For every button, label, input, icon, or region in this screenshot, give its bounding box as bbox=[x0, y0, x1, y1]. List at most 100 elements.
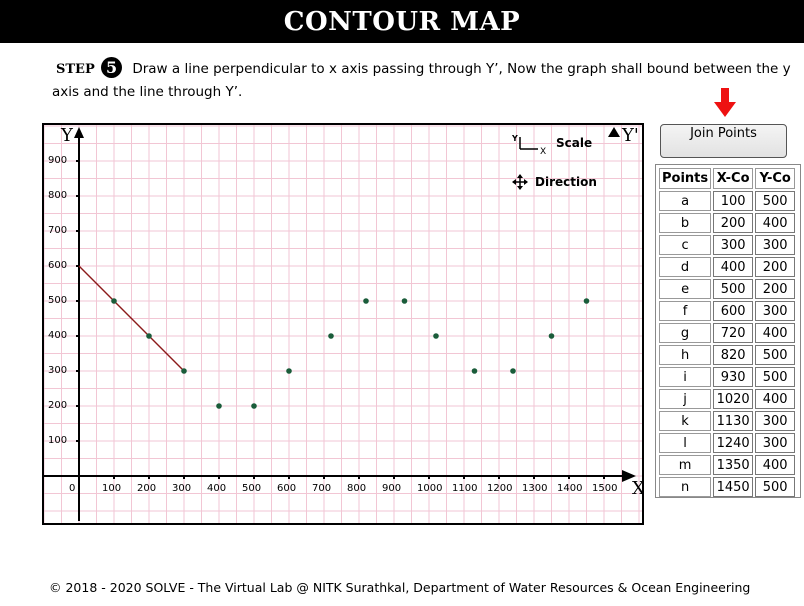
y-axis-label: Y bbox=[60, 125, 74, 146]
y-axis-arrow bbox=[74, 127, 84, 138]
y-coordinate-cell: 400 bbox=[755, 389, 796, 409]
scale-icon-x: X bbox=[540, 147, 546, 157]
y-prime-arrow bbox=[608, 127, 620, 137]
x-tick-label: 400 bbox=[207, 483, 226, 494]
data-point[interactable] bbox=[363, 298, 369, 304]
y-tick-label: 800 bbox=[48, 190, 67, 201]
x-coordinate-cell: 200 bbox=[713, 213, 754, 233]
table-row: h 820 500 bbox=[659, 345, 796, 365]
step-instruction: STEP 5 Draw a line perpendicular to x ax… bbox=[52, 56, 792, 103]
direction-icon bbox=[524, 179, 528, 185]
y-tick-label: 100 bbox=[48, 435, 67, 446]
y-coordinate-cell: 500 bbox=[755, 345, 796, 365]
table-row: d 400 200 bbox=[659, 257, 796, 277]
point-name-cell: a bbox=[659, 191, 712, 211]
x-tick-label: 600 bbox=[277, 483, 296, 494]
y-coordinate-cell: 500 bbox=[755, 367, 796, 387]
x-coordinate-cell: 820 bbox=[713, 345, 754, 365]
contour-graph[interactable]: Y Y' X 100 200 300 400 500 600 700 800 900 0 100 200 30… bbox=[44, 125, 642, 523]
x-coordinate-cell: 600 bbox=[713, 301, 754, 321]
join-points-button[interactable]: Join Points bbox=[660, 124, 787, 158]
y-coordinate-cell: 300 bbox=[755, 301, 796, 321]
direction-icon bbox=[517, 174, 523, 178]
y-coordinate-cell: 300 bbox=[755, 411, 796, 431]
data-point[interactable] bbox=[548, 333, 555, 339]
y-prime-label: Y' bbox=[621, 125, 639, 146]
table-row: a 100 500 bbox=[659, 191, 796, 211]
point-name-cell: b bbox=[659, 213, 712, 233]
y-tick-label: 700 bbox=[48, 225, 67, 236]
scale-label: Scale bbox=[556, 136, 592, 150]
point-name-cell: e bbox=[659, 279, 712, 299]
data-point[interactable] bbox=[583, 298, 590, 304]
table-row: e 500 200 bbox=[659, 279, 796, 299]
table-row: i 930 500 bbox=[659, 367, 796, 387]
joined-line-segment bbox=[148, 335, 185, 372]
x-tick-label: 800 bbox=[347, 483, 366, 494]
point-name-cell: m bbox=[659, 455, 712, 475]
header-points: Points bbox=[659, 168, 712, 189]
x-coordinate-cell: 720 bbox=[713, 323, 754, 343]
data-point[interactable] bbox=[433, 333, 439, 339]
direction-icon bbox=[512, 179, 516, 185]
point-name-cell: j bbox=[659, 389, 712, 409]
step-label: STEP bbox=[56, 62, 95, 77]
x-tick-label: 1500 bbox=[592, 483, 617, 494]
point-name-cell: h bbox=[659, 345, 712, 365]
y-tick-label: 300 bbox=[48, 365, 67, 376]
data-point[interactable] bbox=[401, 298, 408, 304]
data-point[interactable] bbox=[251, 403, 257, 409]
x-tick-label: 1300 bbox=[522, 483, 547, 494]
title-bar: CONTOUR MAP bbox=[0, 0, 804, 43]
table-row: b 200 400 bbox=[659, 213, 796, 233]
data-point[interactable] bbox=[181, 368, 187, 374]
arrow-down-icon bbox=[714, 88, 736, 117]
data-point[interactable] bbox=[510, 368, 516, 374]
table-row: c 300 300 bbox=[659, 235, 796, 255]
x-tick-label: 1000 bbox=[417, 483, 442, 494]
data-point[interactable] bbox=[286, 368, 292, 374]
y-coordinate-cell: 200 bbox=[755, 279, 796, 299]
graph-panel[interactable]: Y Y' X 100 200 300 400 500 600 700 800 900 0 100 200 30… bbox=[42, 123, 644, 525]
y-coordinate-cell: 400 bbox=[755, 455, 796, 475]
x-tick-label: 1100 bbox=[452, 483, 477, 494]
y-tick-label: 500 bbox=[48, 295, 67, 306]
table-row: g 720 400 bbox=[659, 323, 796, 343]
data-point[interactable] bbox=[328, 333, 334, 339]
y-coordinate-cell: 200 bbox=[755, 257, 796, 277]
point-name-cell: d bbox=[659, 257, 712, 277]
data-point[interactable] bbox=[471, 368, 478, 374]
point-name-cell: l bbox=[659, 433, 712, 453]
header-x-co: X-Co bbox=[713, 168, 754, 189]
y-tick-label: 200 bbox=[48, 400, 67, 411]
table-row: j 1020 400 bbox=[659, 389, 796, 409]
data-point[interactable] bbox=[216, 403, 222, 409]
x-tick-label: 500 bbox=[242, 483, 261, 494]
x-coordinate-cell: 1020 bbox=[713, 389, 754, 409]
x-tick-label: 900 bbox=[382, 483, 401, 494]
x-tick-label: 700 bbox=[312, 483, 331, 494]
x-coordinate-cell: 1240 bbox=[713, 433, 754, 453]
joined-line-segment bbox=[78, 265, 115, 302]
points-table: Points X-Co Y-Co a 100 500 b 200 400 c 300 300 d 4… bbox=[655, 164, 801, 498]
x-coordinate-cell: 930 bbox=[713, 367, 754, 387]
x-coordinate-cell: 100 bbox=[713, 191, 754, 211]
point-name-cell: k bbox=[659, 411, 712, 431]
data-point[interactable] bbox=[111, 298, 117, 304]
point-name-cell: g bbox=[659, 323, 712, 343]
table-header-row: Points X-Co Y-Co bbox=[659, 168, 796, 189]
point-name-cell: i bbox=[659, 367, 712, 387]
y-coordinate-cell: 300 bbox=[755, 235, 796, 255]
x-tick-label: 300 bbox=[172, 483, 191, 494]
step-number-badge: 5 bbox=[101, 56, 123, 78]
x-tick-label: 0 bbox=[69, 483, 75, 494]
direction-label: Direction bbox=[535, 175, 597, 189]
header-y-co: Y-Co bbox=[755, 168, 796, 189]
direction-icon bbox=[517, 186, 523, 190]
x-coordinate-cell: 1130 bbox=[713, 411, 754, 431]
footer-text: © 2018 - 2020 SOLVE - The Virtual Lab @ … bbox=[49, 580, 751, 595]
table-row: f 600 300 bbox=[659, 301, 796, 321]
table-row: l 1240 300 bbox=[659, 433, 796, 453]
x-coordinate-cell: 1350 bbox=[713, 455, 754, 475]
data-point[interactable] bbox=[146, 333, 152, 339]
